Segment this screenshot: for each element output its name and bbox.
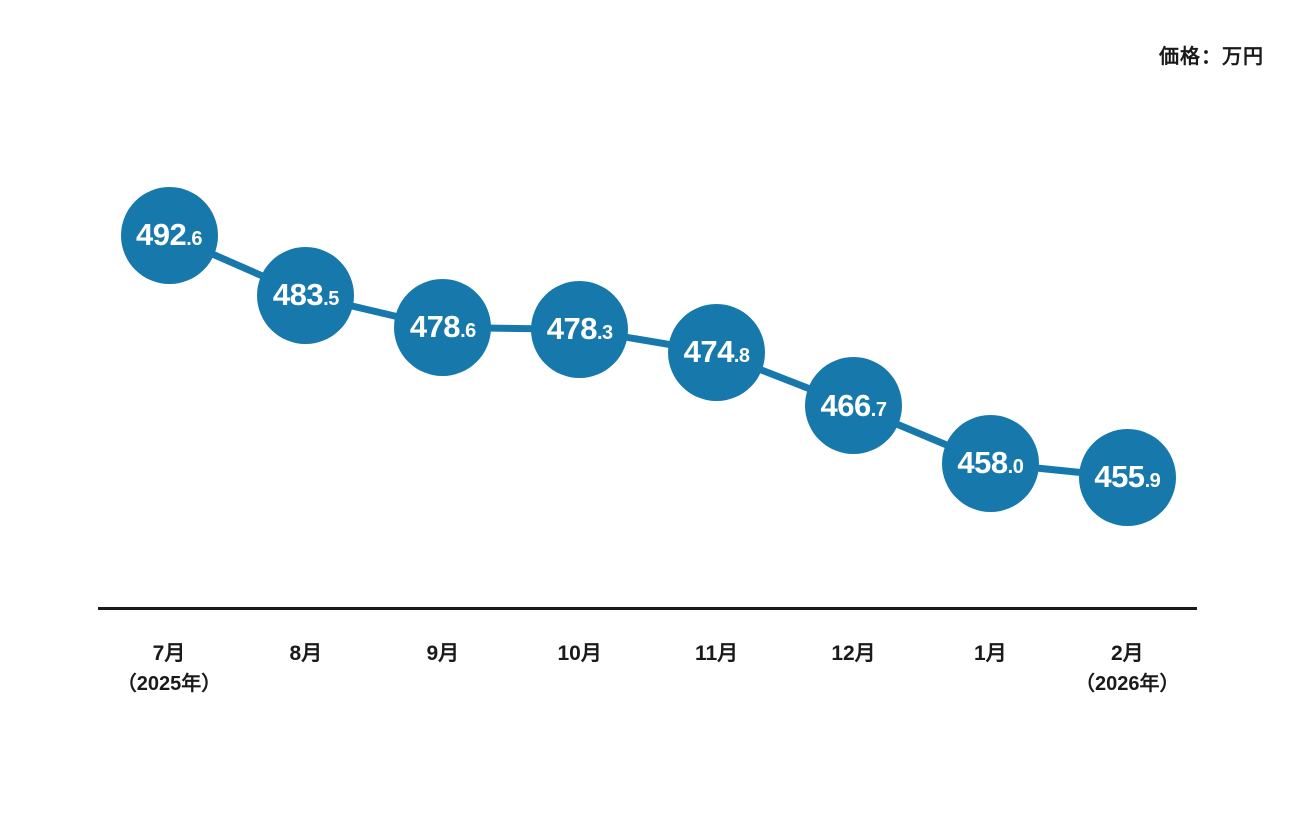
data-point-value: 455.9 <box>1094 459 1161 495</box>
x-axis-label: 11月 <box>637 638 797 669</box>
x-axis-year: （2026年） <box>1075 673 1180 695</box>
x-axis-month: 10月 <box>557 642 602 665</box>
x-axis-label: 7月 （2025年） <box>89 638 249 700</box>
data-point-value: 458.0 <box>957 445 1024 481</box>
x-axis-month: 8月 <box>289 642 323 665</box>
data-point-value: 478.6 <box>409 309 476 345</box>
x-axis-month: 1月 <box>974 642 1007 665</box>
data-point-marker: 466.7 <box>805 357 902 455</box>
x-axis-label: 2月 （2026年） <box>1047 638 1207 700</box>
x-axis-line <box>98 607 1197 610</box>
x-axis-label: 12月 <box>774 638 934 669</box>
data-point-value: 483.5 <box>272 277 339 313</box>
x-axis-month: 9月 <box>426 642 460 665</box>
x-axis-label: 10月 <box>500 638 660 669</box>
data-point-value: 492.6 <box>136 217 202 252</box>
x-axis-month: 12月 <box>831 642 876 665</box>
x-axis-label: 9月 <box>363 638 523 669</box>
data-point-value: 474.8 <box>683 334 750 370</box>
data-point-marker: 478.6 <box>394 278 492 376</box>
data-point-marker: 474.8 <box>668 303 766 401</box>
data-point-marker: 455.9 <box>1078 428 1176 526</box>
data-point-value: 466.7 <box>820 387 887 423</box>
x-axis-year: （2025年） <box>116 673 222 695</box>
data-point-marker: 492.6 <box>120 186 218 284</box>
unit-label: 価格：万円 <box>1159 46 1264 68</box>
data-point-marker: 458.0 <box>941 414 1039 512</box>
data-point-value: 478.3 <box>546 311 613 347</box>
x-axis-month: 11月 <box>694 642 739 665</box>
data-point-marker: 478.3 <box>531 280 629 378</box>
x-axis-month: 7月 <box>152 642 186 665</box>
x-axis-label: 1月 <box>910 638 1070 669</box>
x-axis-month: 2月 <box>1110 642 1144 665</box>
x-axis-label: 8月 <box>226 638 386 669</box>
data-point-marker: 483.5 <box>257 246 355 344</box>
